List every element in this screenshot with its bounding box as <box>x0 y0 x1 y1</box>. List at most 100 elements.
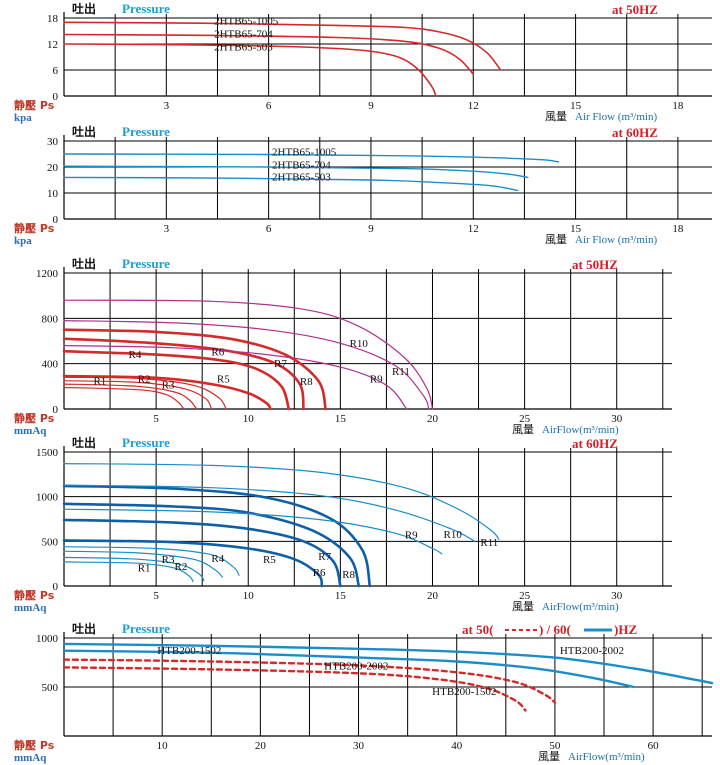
series-curve-r1 <box>63 386 185 410</box>
series-curve-r7 <box>62 337 305 411</box>
y-tick-label: 1200 <box>36 268 59 280</box>
x-tick-label: 5 <box>153 590 159 602</box>
x-tick-label: 10 <box>243 590 255 602</box>
series-curve-2htb65-704 <box>63 165 529 179</box>
chart-title-zh: 吐出 <box>72 124 96 139</box>
series-curve-htb200-1502-50hz <box>62 666 527 712</box>
x-tick-label: 9 <box>368 223 374 235</box>
y-tick-label: 0 <box>53 404 59 416</box>
x-tick-label: 20 <box>427 413 439 425</box>
chart-title-zh: 吐出 <box>72 621 96 636</box>
y-tick-label: 1000 <box>36 492 59 504</box>
x-axis-label-en: Air Flow (m³/min) <box>575 234 657 246</box>
y-axis-unit: kpa <box>14 235 32 247</box>
frequency-label: at 50( <box>462 622 493 637</box>
x-tick-label: 15 <box>335 590 347 602</box>
frequency-label-mid: ) / 60( <box>539 622 571 637</box>
y-axis-label: 静壓 Ps <box>14 738 55 752</box>
series-curve-htb200-1502-60hz <box>62 649 635 689</box>
series-label: R2 <box>138 373 151 385</box>
series-label: R11 <box>392 366 410 378</box>
series-label: HTB200-1502 <box>157 645 221 657</box>
series-label: 2HTB65-704 <box>214 29 273 41</box>
series-curve-r7 <box>62 502 361 588</box>
series-curve-htb200-2002-50hz <box>62 658 557 704</box>
y-tick-label: 1000 <box>36 633 59 645</box>
curves-panel-4: 0 500 1000 1500 5 10 15 20 25 30 吐出 Pressure at 60HZ… <box>14 435 672 614</box>
x-tick-label: 15 <box>570 100 582 112</box>
series-label: R8 <box>342 569 355 581</box>
series-label: R4 <box>128 349 141 361</box>
series-curve-r11 <box>63 463 500 541</box>
series-curve-2htb65-503 <box>63 176 519 192</box>
x-tick-label: 12 <box>468 100 479 112</box>
series-curve-r5 <box>62 539 324 588</box>
chart-title-en: Pressure <box>122 435 170 450</box>
series-curve-r5 <box>62 374 272 411</box>
series-label: HTB200-2002 <box>560 645 624 657</box>
x-tick-label: 15 <box>570 223 582 235</box>
x-tick-label: 18 <box>672 223 684 235</box>
x-tick-label: 3 <box>164 100 170 112</box>
x-tick-label: 50 <box>549 740 561 752</box>
x-tick-label: 18 <box>672 100 684 112</box>
series-label: 2HTB65-704 <box>272 159 331 171</box>
series-label: R8 <box>300 376 313 388</box>
series-label: R11 <box>480 537 498 549</box>
x-axis-label-en: AirFlow(m³/min) <box>568 751 645 763</box>
x-tick-label: 40 <box>451 740 463 752</box>
series-curve-r9 <box>63 508 443 555</box>
series-curve-r1 <box>63 561 194 583</box>
series-curve-r3 <box>63 550 223 578</box>
series-curve-r3 <box>63 380 212 410</box>
y-tick-label: 10 <box>47 188 59 200</box>
series-label: R5 <box>263 554 276 566</box>
series-curve-r6 <box>62 518 342 588</box>
series-label: R4 <box>211 553 224 565</box>
x-tick-label: 6 <box>266 223 272 235</box>
y-tick-label: 500 <box>42 536 59 548</box>
series-label: 2HTB65-1005 <box>272 146 337 158</box>
series-curve-r8 <box>62 328 327 411</box>
x-axis-label-zh: 風量 <box>538 750 560 763</box>
series-curve-r11 <box>63 299 434 410</box>
series-label: 2HTB65-1005 <box>214 16 279 28</box>
series-label: R3 <box>162 554 175 566</box>
chart-title-en: Pressure <box>122 124 170 139</box>
series-label: R3 <box>162 380 175 392</box>
x-axis-label-en: AirFlow(m³/min) <box>542 424 619 436</box>
x-tick-label: 5 <box>153 413 159 425</box>
x-tick-label: 15 <box>335 413 347 425</box>
y-tick-label: 6 <box>53 65 59 77</box>
x-axis-label-zh: 風量 <box>512 600 534 613</box>
y-tick-label: 400 <box>42 359 59 371</box>
series-curve-r2 <box>63 383 198 410</box>
series-curve-r6 <box>62 349 291 411</box>
x-axis-label-zh: 風量 <box>545 110 567 123</box>
series-label: R9 <box>405 530 418 542</box>
chart-title-en: Pressure <box>122 621 170 636</box>
y-axis-unit: mmAq <box>14 425 47 437</box>
y-tick-label: 1500 <box>36 447 59 459</box>
x-tick-label: 6 <box>266 100 272 112</box>
series-label: R7 <box>274 358 287 370</box>
y-tick-label: 30 <box>47 136 59 148</box>
series-curve-2htb65-1005 <box>63 21 502 71</box>
series-curve-r10 <box>63 484 476 542</box>
x-tick-label: 20 <box>427 590 439 602</box>
y-axis-label: 静壓 Ps <box>14 588 55 602</box>
x-tick-label: 20 <box>255 740 267 752</box>
series-curve-2htb65-704 <box>63 33 475 76</box>
x-axis-label-en: AirFlow(m³/min) <box>542 601 619 613</box>
series-label: R10 <box>350 338 369 350</box>
series-label: R10 <box>444 529 463 541</box>
series-label: R6 <box>313 567 326 579</box>
chart-title-zh: 吐出 <box>72 1 96 16</box>
y-axis-unit: kpa <box>14 112 32 124</box>
series-curve-r9 <box>63 344 408 410</box>
frequency-label: at 50HZ <box>572 257 618 272</box>
series-label: R2 <box>175 561 188 573</box>
x-tick-label: 12 <box>468 223 479 235</box>
series-label: R9 <box>370 373 383 385</box>
